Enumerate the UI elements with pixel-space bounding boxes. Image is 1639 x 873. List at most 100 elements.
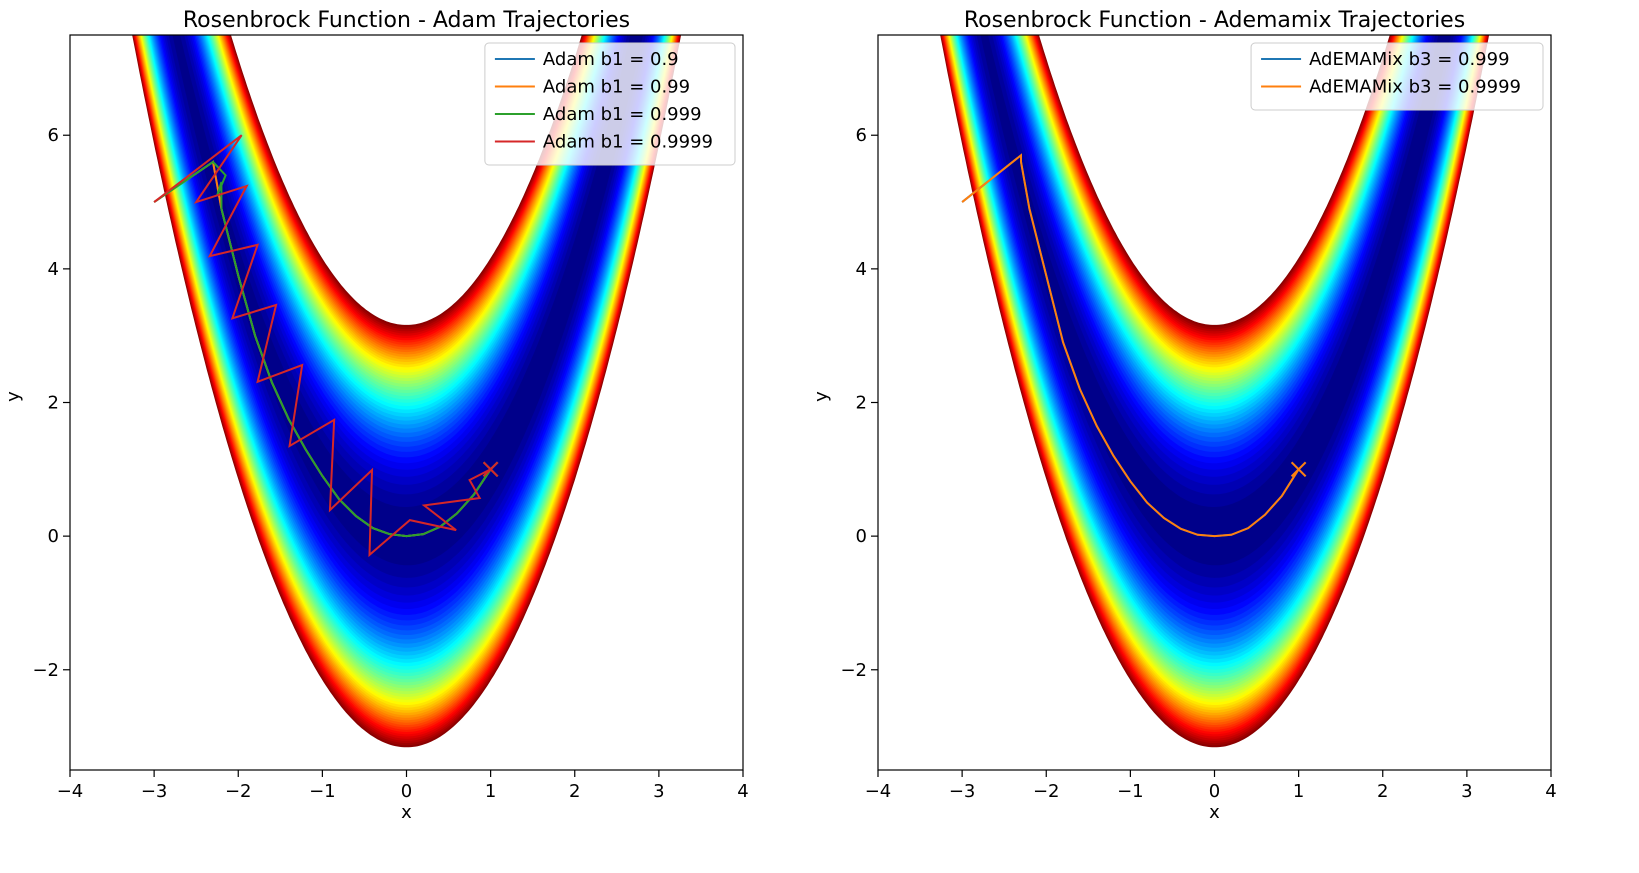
legend: Adam b1 = 0.9 Adam b1 = 0.99 Adam b1 = 0.9… [484, 42, 736, 166]
x-tick-label: 3 [1461, 781, 1472, 802]
legend-label: Adam b1 = 0.999 [543, 104, 702, 125]
contour-band [146, 35, 667, 677]
y-axis-label: y [3, 391, 24, 402]
contour-band [949, 35, 1481, 703]
x-tick-label: −2 [225, 781, 252, 802]
y-axis-label: y [811, 391, 832, 402]
x-tick-label: −3 [949, 781, 976, 802]
contour-band [968, 35, 1461, 609]
y-tick-label: 0 [48, 526, 59, 547]
contour-band [144, 35, 669, 686]
contour-band [955, 35, 1474, 670]
x-tick-label: 4 [1545, 781, 1556, 802]
contour-band [141, 35, 673, 703]
y-tick-label: 6 [48, 125, 59, 146]
contour-band [168, 35, 646, 578]
contour-band [954, 35, 1475, 677]
x-axis-label: x [401, 802, 412, 823]
contour-band [958, 35, 1471, 656]
x-tick-label: 0 [401, 781, 412, 802]
contour-band [974, 35, 1457, 588]
contour-band [951, 35, 1479, 692]
chart-title: Rosenbrock Function - Adam Trajectories [183, 8, 630, 33]
x-tick-label: 2 [569, 781, 580, 802]
trajectory-line [961, 153, 1300, 538]
contour-band [141, 35, 672, 700]
x-tick-label: 3 [653, 781, 664, 802]
contour-band [957, 35, 1472, 660]
contour-band [955, 35, 1475, 673]
y-tick-label: 4 [48, 259, 59, 280]
contour-band [143, 35, 670, 689]
plot-area [940, 35, 1490, 748]
y-tick-label: −2 [32, 660, 59, 681]
legend-box [484, 42, 736, 166]
contour-band [950, 35, 1479, 695]
plot-area [132, 35, 682, 748]
contour-band [152, 35, 662, 648]
contour-band [149, 35, 664, 660]
legend-box [1250, 42, 1544, 111]
y-tick-label: 2 [48, 393, 59, 414]
y-tick-label: −2 [840, 660, 867, 681]
x-tick-label: −4 [57, 781, 84, 802]
contour-band [142, 35, 671, 695]
contour-band [166, 35, 649, 588]
chart-title: Rosenbrock Function - Ademamix Trajector… [964, 8, 1465, 33]
contour-band [158, 35, 656, 621]
contour-band [949, 35, 1480, 700]
contour-band [960, 35, 1470, 648]
y-tick-label: 0 [856, 526, 867, 547]
x-tick-label: −4 [865, 781, 892, 802]
contour-band [142, 35, 672, 697]
contour-band [151, 35, 662, 652]
contour-band [970, 35, 1460, 603]
contour-band [950, 35, 1480, 697]
y-tick-label: 6 [856, 125, 867, 146]
contour-band [959, 35, 1470, 652]
legend-label: AdEMAMix b3 = 0.999 [1309, 49, 1509, 70]
x-tick-label: −2 [1033, 781, 1060, 802]
contour-background [940, 35, 1490, 748]
x-tick-label: 2 [1377, 781, 1388, 802]
trajectory-line [153, 134, 492, 558]
contour-band [980, 35, 1452, 566]
legend-label: AdEMAMix b3 = 0.9999 [1309, 77, 1521, 98]
x-tick-label: 0 [1209, 781, 1220, 802]
contour-band [965, 35, 1465, 626]
x-tick-label: −1 [309, 781, 336, 802]
y-tick-label: 2 [856, 393, 867, 414]
contour-band [172, 35, 644, 566]
subplot: −4 −3 −2 −1 0 1 2 3 4 −2 0 2 4 6 Rosenbrock Function -… [3, 8, 749, 823]
legend-label: Adam b1 = 0.9999 [543, 132, 713, 153]
end-marker [482, 461, 499, 478]
x-tick-label: −3 [141, 781, 168, 802]
contour-band [149, 35, 665, 663]
contour-band [957, 35, 1473, 663]
contour-band [951, 35, 1478, 689]
x-tick-label: 1 [485, 781, 496, 802]
subplot: −4 −3 −2 −1 0 1 2 3 4 −2 0 2 4 6 Rosenbrock Function -… [811, 8, 1557, 823]
legend-label: Adam b1 = 0.9 [543, 49, 679, 70]
end-marker [1290, 461, 1307, 478]
contour-band [150, 35, 663, 656]
contour-band [953, 35, 1476, 680]
contour-band [147, 35, 667, 673]
x-tick-label: 4 [737, 781, 748, 802]
contour-band [157, 35, 657, 626]
contour-band [160, 35, 653, 609]
y-tick-label: 4 [856, 259, 867, 280]
contour-band [976, 35, 1454, 578]
legend: AdEMAMix b3 = 0.999 AdEMAMix b3 = 0.9999 [1250, 42, 1544, 111]
x-tick-label: −1 [1117, 781, 1144, 802]
contour-band [966, 35, 1464, 621]
x-tick-label: 1 [1293, 781, 1304, 802]
contour-band [147, 35, 666, 670]
contour-band [952, 35, 1477, 686]
contour-band [145, 35, 668, 680]
x-axis-label: x [1209, 802, 1220, 823]
contour-band [956, 35, 1473, 667]
contour-band [143, 35, 671, 692]
